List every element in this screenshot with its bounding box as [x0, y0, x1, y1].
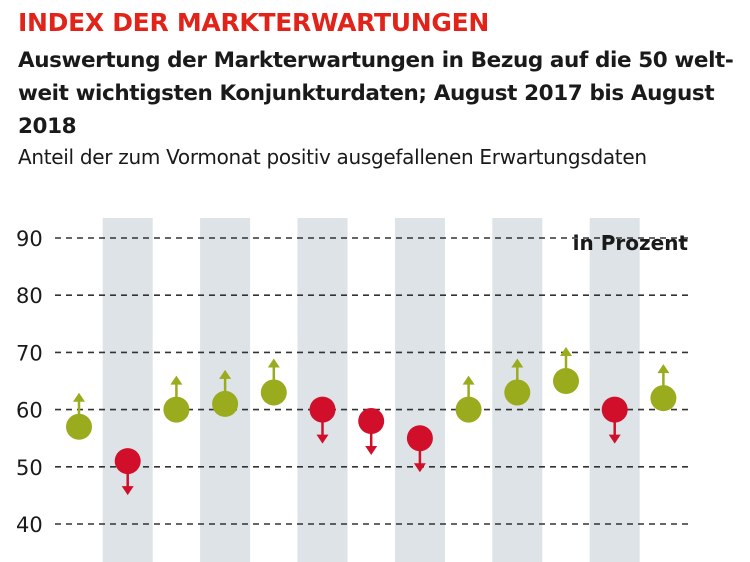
point-marker-7 — [406, 425, 433, 452]
arrow-down-icon — [413, 463, 426, 473]
point-marker-12 — [650, 385, 677, 412]
point-marker-1 — [114, 448, 141, 475]
y-tick-label-80: 80 — [16, 284, 43, 308]
arrow-up-icon — [219, 369, 232, 379]
chart-subtitle: Auswertung der Markterwartungen in Bezug… — [18, 44, 743, 143]
data-point-9 — [504, 358, 531, 406]
point-marker-11 — [601, 396, 628, 423]
data-point-5 — [309, 396, 336, 444]
arrow-up-icon — [170, 375, 183, 385]
shaded-band-2 — [297, 218, 348, 562]
arrow-up-icon — [560, 347, 572, 356]
y-tick-label-60: 60 — [16, 399, 43, 423]
arrow-down-icon — [608, 434, 621, 444]
point-marker-5 — [309, 396, 336, 423]
arrow-up-icon — [462, 375, 475, 385]
chart-caption: Anteil der zum Vormonat positiv ausgefal… — [18, 145, 647, 169]
arrow-up-icon — [657, 364, 670, 374]
point-marker-9 — [504, 379, 531, 406]
arrow-up-icon — [267, 358, 280, 368]
arrow-up-icon — [73, 392, 85, 402]
data-point-3 — [212, 369, 239, 417]
arrow-down-icon — [365, 446, 378, 456]
subtitle-line-2: weit wichtigsten Konjunkturdaten; August… — [18, 81, 715, 139]
point-marker-0 — [66, 413, 92, 440]
y-tick-label-50: 50 — [16, 456, 43, 480]
shaded-bands — [102, 218, 640, 562]
data-point-10 — [553, 347, 579, 394]
shaded-band-5 — [589, 218, 640, 562]
data-point-2 — [163, 375, 190, 423]
point-marker-6 — [358, 408, 385, 435]
chart-title: INDEX DER MARKTERWARTUNGEN — [18, 8, 489, 37]
subtitle-line-1: Auswertung der Markterwartungen in Bezug… — [18, 48, 734, 73]
data-point-6 — [358, 408, 385, 456]
data-point-12 — [650, 364, 677, 412]
data-point-11 — [601, 396, 628, 444]
shaded-band-0 — [102, 218, 153, 562]
data-point-8 — [455, 375, 482, 423]
data-point-0 — [66, 392, 92, 440]
point-marker-4 — [260, 379, 287, 406]
data-points — [66, 347, 677, 496]
point-marker-3 — [212, 390, 239, 417]
gridlines — [55, 237, 690, 525]
y-tick-labels: 40 50 60 70 80 90 — [16, 227, 43, 537]
unit-label: in Prozent — [573, 231, 689, 255]
y-tick-label-40: 40 — [16, 513, 43, 537]
y-tick-label-70: 70 — [16, 341, 43, 365]
point-marker-10 — [553, 368, 579, 394]
data-point-4 — [260, 358, 287, 406]
y-tick-label-90: 90 — [16, 227, 43, 251]
arrow-up-icon — [511, 358, 524, 368]
point-marker-8 — [455, 396, 482, 423]
data-point-7 — [406, 425, 433, 473]
data-point-1 — [114, 448, 141, 496]
arrow-down-icon — [316, 434, 329, 444]
arrow-down-icon — [121, 486, 134, 496]
point-marker-2 — [163, 396, 190, 423]
shaded-band-3 — [394, 218, 445, 562]
